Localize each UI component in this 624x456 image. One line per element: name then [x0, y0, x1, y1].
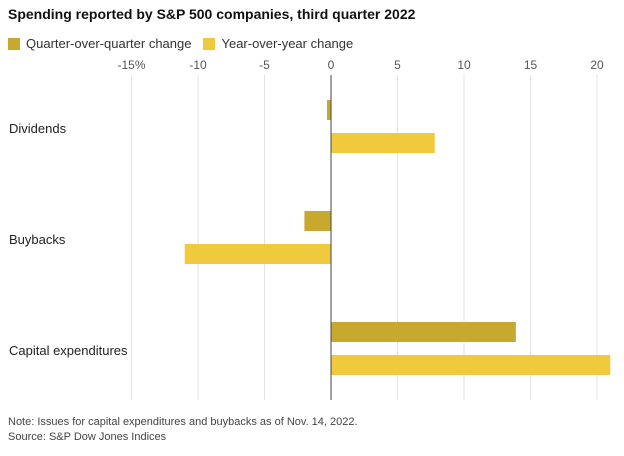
- chart-note: Note: Issues for capital expenditures an…: [8, 416, 358, 428]
- gridlines: [131, 75, 598, 400]
- chart-title: Spending reported by S&P 500 companies, …: [8, 6, 416, 22]
- category-label: Capital expenditures: [9, 343, 128, 358]
- category-label: Buybacks: [9, 232, 66, 247]
- bar-chart: -15% -10 -5 0 5 10 15 20 Dividends Buybacks Capit…: [9, 58, 611, 400]
- legend-item-qoq: Quarter-over-quarter change: [8, 36, 191, 51]
- x-tick-label: -5: [259, 58, 270, 72]
- x-tick-label: 0: [328, 58, 335, 72]
- x-tick-label: -10: [189, 58, 207, 72]
- chart-legend: Quarter-over-quarter change Year-over-ye…: [8, 36, 365, 51]
- legend-label-yoy: Year-over-year change: [221, 36, 354, 51]
- category-label: Dividends: [9, 121, 67, 136]
- chart-source: Source: S&P Dow Jones Indices: [8, 431, 167, 443]
- legend-swatch-yoy: [203, 37, 216, 50]
- x-tick-label: 20: [590, 58, 604, 72]
- bar-qoq: [304, 211, 331, 231]
- x-tick-label: 5: [394, 58, 401, 72]
- bar-qoq: [327, 100, 331, 120]
- x-tick-label: 10: [457, 58, 471, 72]
- legend-label-qoq: Quarter-over-quarter change: [26, 36, 192, 51]
- chart-footer: Note: Issues for capital expenditures an…: [8, 415, 358, 445]
- tick-labels: -15% -10 -5 0 5 10 15 20: [117, 58, 604, 72]
- x-tick-label: -15%: [117, 58, 145, 72]
- bar-yoy: [331, 133, 435, 153]
- bar-yoy: [184, 244, 331, 264]
- legend-swatch-qoq: [8, 37, 20, 50]
- x-tick-label: 15: [524, 58, 538, 72]
- bar-yoy: [331, 355, 611, 375]
- bars: [184, 100, 611, 375]
- legend-item-yoy: Year-over-year change: [203, 36, 353, 51]
- category-labels: Dividends Buybacks Capital expenditures: [9, 121, 128, 358]
- bar-qoq: [331, 322, 516, 342]
